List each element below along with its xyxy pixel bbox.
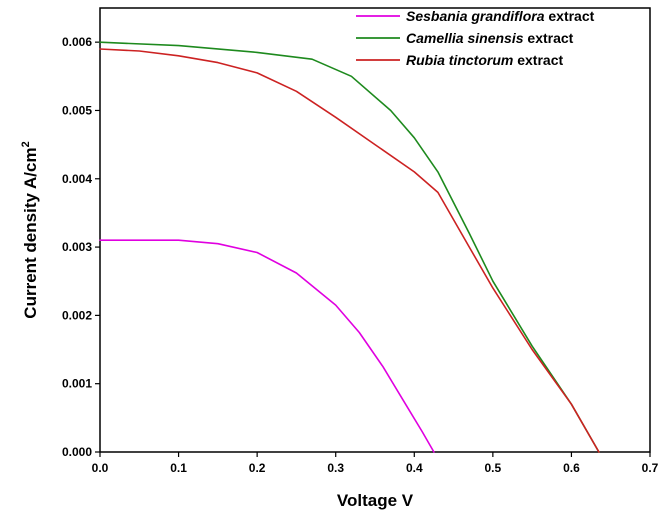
- y-tick-label: 0.005: [62, 103, 92, 117]
- x-tick-label: 0.7: [642, 461, 659, 475]
- legend-label-plain: extract: [524, 30, 574, 46]
- y-tick-label: 0.002: [62, 308, 92, 322]
- series-line-3: [99, 48, 600, 453]
- y-axis-title-sup: 2: [20, 141, 32, 147]
- legend-label-plain: extract: [544, 8, 594, 24]
- legend-label-1: Sesbania grandiflora extract: [406, 8, 595, 24]
- y-tick-label: 0.006: [62, 35, 92, 49]
- x-tick-label: 0.3: [327, 461, 344, 475]
- y-axis-title: Current density A/cm2: [20, 141, 40, 318]
- x-tick-label: 0.1: [170, 461, 187, 475]
- series-layer: [99, 41, 600, 453]
- legend-label-italic: Camellia sinensis: [406, 30, 524, 46]
- legend-label-italic: Sesbania grandiflora: [406, 8, 545, 24]
- legend-label-italic: Rubia tinctorum: [406, 52, 513, 68]
- x-axis-title: Voltage V: [337, 491, 414, 510]
- x-tick-label: 0.0: [92, 461, 109, 475]
- y-axis-title-main: Current density A/cm: [21, 147, 40, 318]
- series-line-1: [99, 239, 435, 453]
- legend-label-2: Camellia sinensis extract: [406, 30, 574, 46]
- series-line-2: [99, 41, 600, 453]
- x-tick-label: 0.6: [563, 461, 580, 475]
- y-tick-label: 0.004: [62, 172, 92, 186]
- x-tick-label: 0.2: [249, 461, 266, 475]
- y-tick-label: 0.003: [62, 240, 92, 254]
- y-tick-label: 0.000: [62, 445, 92, 459]
- legend-label-plain: extract: [513, 52, 563, 68]
- legend-label-3: Rubia tinctorum extract: [406, 52, 563, 68]
- x-tick-label: 0.5: [485, 461, 502, 475]
- plot-frame: [99, 7, 651, 453]
- axis-ticks: 0.0 0.1 0.2 0.3 0.4 0.5 0.6 0.7 0.000 0.001 0.002 0…: [62, 35, 659, 475]
- y-tick-label: 0.001: [62, 377, 92, 391]
- x-tick-label: 0.4: [406, 461, 423, 475]
